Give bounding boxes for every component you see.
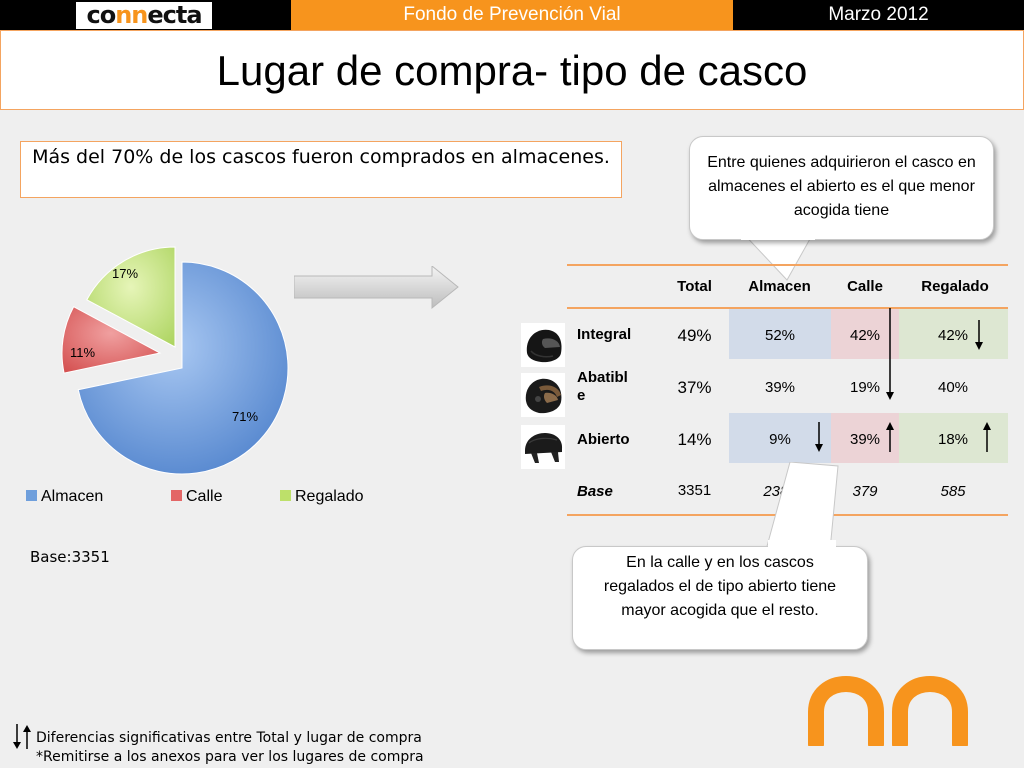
callout-bottom-pointer-cover — [768, 540, 836, 552]
legend-label-regalado: Regalado — [295, 488, 364, 505]
logo-text-prefix: co — [86, 1, 116, 29]
callout-top-pointer — [739, 230, 816, 281]
cell-abierto-regalado: 18% — [937, 431, 969, 448]
legend-swatch-calle — [171, 490, 182, 501]
callout-almacen-note: Entre quienes adquirieron el casco en al… — [689, 136, 994, 240]
slide-title: Lugar de compra- tipo de casco — [216, 47, 808, 94]
cell-integral-calle: 42% — [849, 327, 881, 344]
band-calle-abierto — [831, 413, 899, 463]
table-top-rule — [567, 264, 1008, 266]
legend-label-almacen: Almacen — [41, 488, 104, 505]
report-date: Marzo 2012 — [828, 4, 929, 25]
band-almacen-integral — [729, 309, 831, 359]
band-regalado-integral — [899, 309, 1008, 359]
sig-down-arrow-icon — [975, 320, 983, 350]
open-face-helmet-icon — [521, 425, 565, 469]
logo-text-nn: nn — [115, 1, 148, 29]
pie-legend: Almacen Calle Regalado — [26, 488, 426, 508]
legend-label-calle: Calle — [186, 488, 223, 505]
cell-abatible-calle: 19% — [849, 379, 881, 396]
pie-slice-regalado — [86, 246, 176, 348]
legend-swatch-almacen — [26, 490, 37, 501]
band-almacen-abierto — [729, 413, 831, 463]
pie-chart-svg — [61, 246, 289, 475]
band-calle-integral — [831, 309, 899, 359]
col-header-total: Total — [677, 278, 712, 295]
cell-abierto-calle: 39% — [849, 431, 881, 448]
logo-text-suffix: ecta — [147, 1, 202, 29]
footer-note-annex: *Remitirse a los anexos para ver los lug… — [36, 749, 424, 765]
cell-abierto-total: 14% — [677, 430, 712, 449]
legend-swatch-regalado — [280, 490, 291, 501]
callout-bottom-pointer — [765, 462, 839, 551]
cell-integral-regalado: 42% — [937, 327, 969, 344]
cell-integral-total: 49% — [677, 326, 712, 345]
top-bar: connecta Fondo de Prevención Vial Marzo … — [0, 0, 1024, 30]
pie-slice-almacen — [77, 261, 289, 475]
col-header-regalado: Regalado — [921, 278, 989, 295]
pie-chart: 71% 11% 17% — [20, 230, 380, 490]
pie-label-calle: 11% — [70, 345, 96, 360]
program-name: Fondo de Prevención Vial — [291, 0, 733, 30]
sig-down-arrow-long-icon — [886, 308, 894, 400]
cell-abatible-total: 37% — [677, 378, 712, 397]
pie-label-almacen: 71% — [232, 409, 259, 424]
pie-label-regalado: 17% — [112, 266, 139, 281]
sig-up-arrow-icon — [886, 422, 894, 452]
cell-abierto-almacen: 9% — [769, 431, 791, 448]
cell-abatible-regalado: 40% — [937, 379, 969, 396]
helmet-table: Total Almacen Calle Regalado Integral 49… — [567, 264, 1008, 516]
footer-note-significance: Diferencias significativas entre Total y… — [36, 730, 422, 746]
callout-top-pointer-cover — [741, 232, 815, 240]
pie-base-note: Base:3351 — [30, 548, 110, 566]
significance-arrows-icon — [13, 724, 31, 749]
band-regalado-abierto — [899, 413, 1008, 463]
cell-base-calle: 379 — [852, 483, 878, 500]
connecta-logo: connecta — [76, 2, 212, 29]
sig-down-arrow-icon — [815, 422, 823, 452]
table-header-rule — [567, 307, 1008, 309]
col-header-calle: Calle — [847, 278, 883, 295]
headline-box: Más del 70% de los cascos fueron comprad… — [20, 141, 622, 198]
full-face-helmet-icon — [521, 323, 565, 367]
cell-base-total: 3351 — [677, 482, 712, 499]
row-label-abierto: Abierto — [577, 431, 630, 448]
legend-item-almacen: Almacen — [26, 488, 103, 506]
cell-base-regalado: 585 — [940, 483, 966, 500]
row-label-base: Base — [577, 483, 613, 500]
title-box: Lugar de compra- tipo de casco — [0, 30, 1024, 110]
flip-up-helmet-icon — [521, 373, 565, 417]
right-arrow-icon — [294, 266, 459, 310]
legend-item-regalado: Regalado — [280, 488, 364, 506]
row-label-integral: Integral — [577, 326, 632, 343]
callout-calle-regalado-note: En la calle y en los cascos regalados el… — [572, 546, 868, 650]
legend-item-calle: Calle — [171, 488, 222, 506]
nn-brand-logo — [808, 676, 968, 746]
sig-up-arrow-icon — [983, 422, 991, 452]
cell-abatible-almacen: 39% — [764, 379, 796, 396]
col-header-almacen: Almacen — [748, 278, 811, 295]
pie-slice-calle — [61, 306, 162, 374]
row-label-abatible: Abatibl e — [577, 369, 628, 404]
cell-integral-almacen: 52% — [764, 327, 796, 344]
